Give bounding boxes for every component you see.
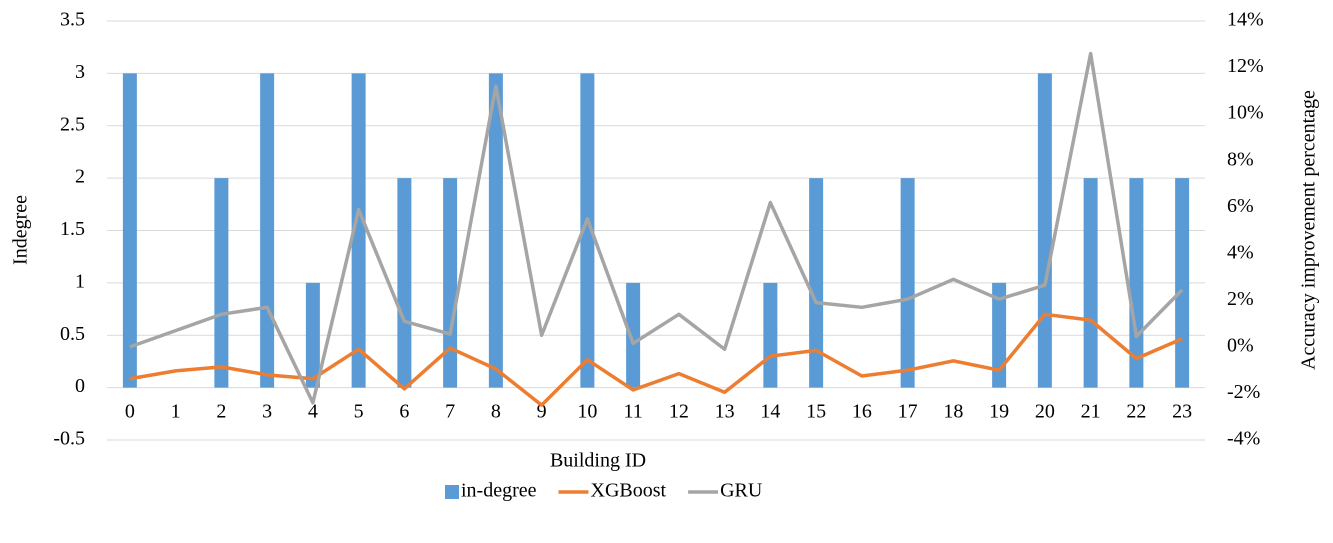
- y-tick-label: 3.5: [60, 9, 85, 31]
- y2-tick-label: -4%: [1227, 428, 1260, 450]
- bar: [122, 73, 137, 388]
- bar: [488, 73, 503, 388]
- x-tick-label: 6: [399, 401, 409, 423]
- x-tick-label: 1: [171, 401, 181, 423]
- x-tick-label: 23: [1172, 401, 1192, 423]
- bar: [1083, 178, 1098, 388]
- x-tick-label: 22: [1126, 401, 1146, 423]
- bar: [1175, 178, 1190, 388]
- y2-axis-label: Accuracy improvement percentage: [1298, 90, 1320, 370]
- y2-tick-label: -2%: [1227, 381, 1260, 403]
- x-tick-label: 14: [760, 401, 780, 423]
- bar: [260, 73, 275, 388]
- x-tick-label: 19: [989, 401, 1009, 423]
- bar: [351, 73, 366, 388]
- bar: [809, 178, 824, 388]
- x-tick-label: 0: [125, 401, 135, 423]
- y-tick-label: 1.5: [60, 218, 85, 240]
- bar: [626, 282, 641, 388]
- y2-tick-label: 6%: [1227, 195, 1254, 217]
- line: [129, 312, 1183, 407]
- y2-tick-label: 10%: [1227, 102, 1264, 124]
- y-tick-label: 0.5: [60, 323, 85, 345]
- x-tick-label: 15: [806, 401, 826, 423]
- bar: [305, 282, 320, 388]
- x-tick-label: 12: [669, 401, 689, 423]
- legend-swatch: [445, 485, 459, 499]
- bar: [214, 178, 229, 388]
- y2-tick-label: 2%: [1227, 288, 1254, 310]
- x-tick-label: 9: [537, 401, 547, 423]
- bar: [900, 178, 915, 388]
- x-axis-label: Building ID: [550, 450, 646, 472]
- bar: [992, 282, 1007, 388]
- bar: [397, 178, 412, 388]
- x-tick-label: 17: [898, 401, 918, 423]
- y-tick-label: 0: [75, 375, 85, 397]
- y-tick-label: 1: [75, 270, 85, 292]
- y2-tick-label: 8%: [1227, 148, 1254, 170]
- x-tick-label: 11: [623, 401, 642, 423]
- x-tick-label: 8: [491, 401, 501, 423]
- x-tick-label: 13: [715, 401, 735, 423]
- y-tick-label: 2: [75, 166, 85, 188]
- x-tick-label: 20: [1035, 401, 1055, 423]
- bar: [1037, 73, 1052, 388]
- x-tick-label: 7: [445, 401, 455, 423]
- line: [129, 51, 1184, 405]
- x-tick-label: 21: [1081, 401, 1101, 423]
- x-tick-label: 4: [308, 401, 318, 423]
- y-tick-label: 3: [75, 61, 85, 83]
- x-tick-label: 10: [577, 401, 597, 423]
- y2-tick-label: 14%: [1227, 9, 1264, 31]
- bar: [763, 282, 778, 388]
- legend-label: in-degree: [461, 480, 537, 502]
- y2-tick-label: 0%: [1227, 334, 1254, 356]
- x-tick-label: 3: [262, 401, 272, 423]
- x-tick-label: 5: [354, 401, 364, 423]
- y2-tick-label: 12%: [1227, 55, 1264, 77]
- y-tick-label: 2.5: [60, 113, 85, 135]
- x-tick-label: 18: [943, 401, 963, 423]
- y-tick-label: -0.5: [53, 428, 85, 450]
- y2-tick-label: 4%: [1227, 241, 1254, 263]
- bar: [443, 178, 458, 388]
- x-tick-label: 16: [852, 401, 872, 423]
- legend-label: XGBoost: [591, 480, 667, 502]
- legend-label: GRU: [720, 480, 763, 502]
- y-axis-label: Indegree: [10, 195, 32, 265]
- bar: [580, 73, 595, 388]
- x-tick-label: 2: [216, 401, 226, 423]
